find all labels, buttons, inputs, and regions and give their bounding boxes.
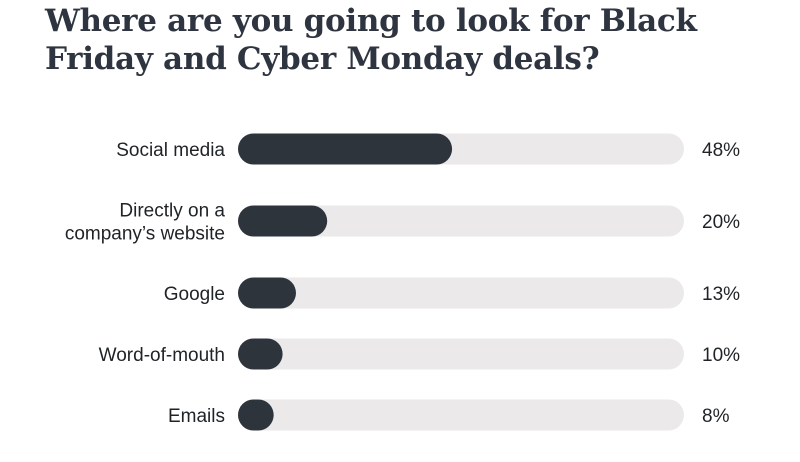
- category-label: Emails: [168, 406, 225, 427]
- category-label: Google: [164, 284, 225, 305]
- bar-track: [238, 205, 684, 237]
- bar-track: [238, 338, 684, 370]
- value-label: 10%: [702, 345, 740, 366]
- chart-title: Where are you going to look for Black Fr…: [45, 3, 697, 77]
- bar: [238, 277, 296, 309]
- bar-track: [238, 277, 684, 309]
- category-label: Social media: [116, 140, 225, 161]
- value-label: 20%: [702, 212, 740, 233]
- bar: [238, 399, 274, 431]
- bar: [238, 338, 283, 370]
- category-label: Directly on a: [119, 201, 225, 222]
- bar-track: [238, 399, 684, 431]
- category-label: company’s website: [65, 224, 225, 245]
- category-label: Word-of-mouth: [99, 345, 225, 366]
- bar: [238, 133, 453, 165]
- value-label: 48%: [702, 140, 740, 161]
- bar: [238, 205, 328, 237]
- value-label: 8%: [702, 406, 730, 427]
- value-label: 13%: [702, 284, 740, 305]
